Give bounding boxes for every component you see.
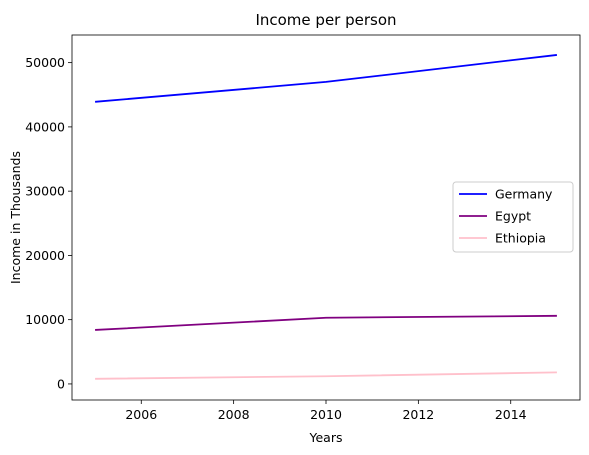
x-tick-label: 2006: [125, 407, 157, 422]
x-tick-label: 2014: [495, 407, 527, 422]
chart-title: Income per person: [255, 11, 396, 29]
legend-box: [452, 181, 574, 253]
x-tick-label: 2012: [402, 407, 434, 422]
series-line: [95, 54, 558, 103]
legend-label: Ethiopia: [495, 231, 546, 246]
x-axis-label: Years: [309, 430, 343, 445]
x-tick-label: 2010: [310, 407, 342, 422]
legend-label: Germany: [495, 187, 553, 202]
series-line: [95, 314, 557, 331]
y-tick-label: 20000: [25, 248, 65, 263]
legend-label: Egypt: [495, 209, 531, 224]
y-tick-label: 0: [57, 376, 65, 391]
x-axis: 2006 2008 2010 2012 2014: [125, 400, 527, 422]
series-lines: [95, 54, 558, 380]
y-tick-label: 40000: [25, 119, 65, 134]
x-tick-label: 2008: [218, 407, 250, 422]
legend: Germany Egypt Ethiopia: [452, 181, 574, 253]
y-tick-label: 30000: [25, 184, 65, 199]
y-axis: 0 10000 20000 30000 40000 50000: [25, 55, 72, 391]
plot-area: [71, 34, 581, 401]
series-line: [95, 371, 557, 380]
y-tick-label: 50000: [25, 55, 65, 70]
y-axis-label: Income in Thousands: [8, 151, 23, 284]
y-tick-label: 10000: [25, 312, 65, 327]
